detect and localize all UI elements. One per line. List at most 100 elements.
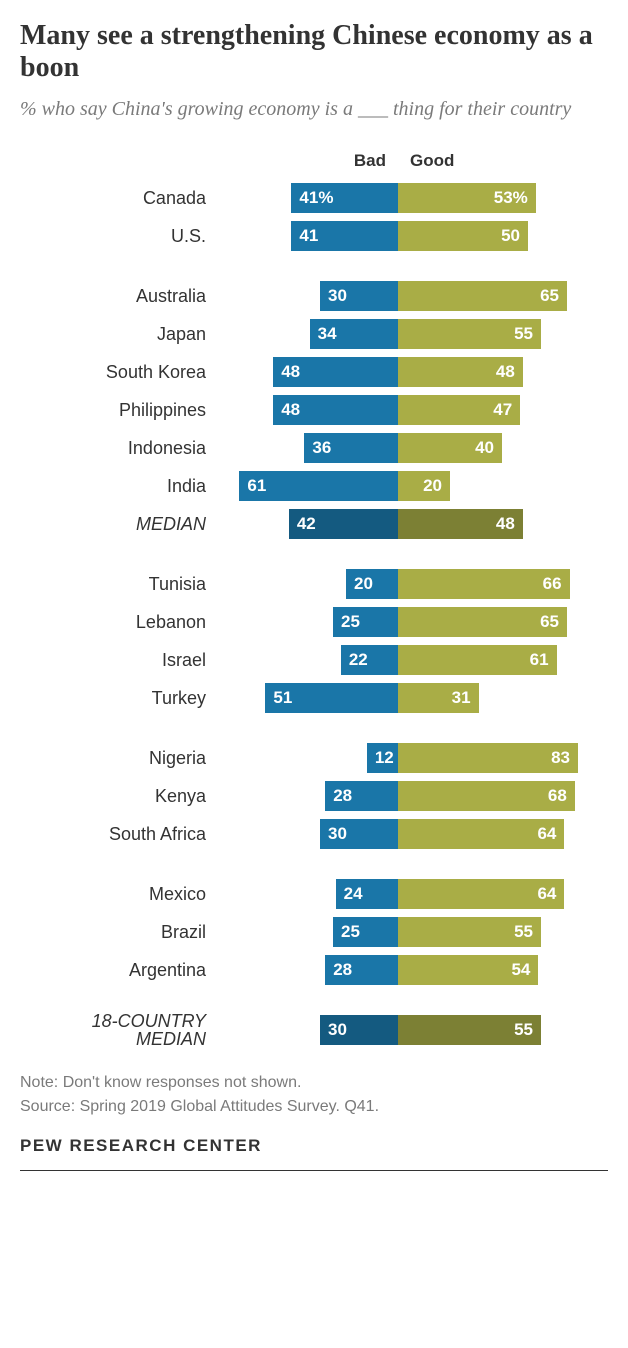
bar-bad: 25 xyxy=(333,607,398,637)
chart-notes: Note: Don't know responses not shown. So… xyxy=(20,1071,608,1117)
chart-row: Mexico2464 xyxy=(20,875,608,913)
bar-bad: 51 xyxy=(265,683,398,713)
bar-bad: 25 xyxy=(333,917,398,947)
bar-pair: 61 20 xyxy=(218,471,578,501)
header-good: Good xyxy=(398,151,578,171)
bar-pair: 3064 xyxy=(218,819,578,849)
bar-bad: 22 xyxy=(341,645,398,675)
bar-good-wrap: 65 xyxy=(398,607,578,637)
bar-bad-value: 24 xyxy=(344,884,363,904)
bar-good-wrap: 55 xyxy=(398,1015,578,1045)
bar-good-wrap: 47 xyxy=(398,395,578,425)
bar-bad: 48 xyxy=(273,357,398,387)
bar-good-value: 61 xyxy=(530,650,549,670)
bar-good: 64 xyxy=(398,879,564,909)
bar-bad-value: 22 xyxy=(349,650,368,670)
bar-pair: 51 31 xyxy=(218,683,578,713)
chart-subtitle: % who say China's growing economy is a _… xyxy=(20,96,608,123)
bar-good: 65 xyxy=(398,281,567,311)
bar-pair: 4848 xyxy=(218,357,578,387)
bar-bad-wrap: 12 xyxy=(218,743,398,773)
row-label: Tunisia xyxy=(20,575,218,593)
bar-pair: 2868 xyxy=(218,781,578,811)
row-label: Canada xyxy=(20,189,218,207)
bar-pair: 25 65 xyxy=(218,607,578,637)
bar-good-wrap: 55 xyxy=(398,917,578,947)
bar-bad-value: 30 xyxy=(328,824,347,844)
bar-good-wrap: 48 xyxy=(398,509,578,539)
chart-row: Argentina2854 xyxy=(20,951,608,989)
bar-bad-wrap: 28 xyxy=(218,781,398,811)
row-label: Philippines xyxy=(20,401,218,419)
bar-bad-value: 36 xyxy=(312,438,331,458)
bar-good-value: 55 xyxy=(514,324,533,344)
bar-pair: 4150 xyxy=(218,221,578,251)
chart-row: Indonesia3640 xyxy=(20,429,608,467)
bar-bad: 48 xyxy=(273,395,398,425)
row-label: Japan xyxy=(20,325,218,343)
chart-row: Lebanon2565 xyxy=(20,603,608,641)
bar-good: 20 xyxy=(398,471,450,501)
bar-good-wrap: 54 xyxy=(398,955,578,985)
row-label: Kenya xyxy=(20,787,218,805)
bar-bad: 41 xyxy=(291,221,398,251)
bar-pair: 2555 xyxy=(218,917,578,947)
bar-bad-wrap: 41 xyxy=(218,221,398,251)
bar-bad-value: 48 xyxy=(281,400,300,420)
chart-group: Nigeria12 83 Kenya2868 South Africa3064 xyxy=(20,739,608,853)
bar-good-value: 66 xyxy=(543,574,562,594)
row-label: Argentina xyxy=(20,961,218,979)
chart-row: Philippines 48 47 xyxy=(20,391,608,429)
bar-good: 61 xyxy=(398,645,557,675)
bar-pair: 24 64 xyxy=(218,879,578,909)
bar-bad: 30 xyxy=(320,1015,398,1045)
bar-bad-value: 30 xyxy=(328,286,347,306)
chart-row: Brazil2555 xyxy=(20,913,608,951)
row-label: Indonesia xyxy=(20,439,218,457)
bar-bad-value: 41% xyxy=(299,188,333,208)
bar-bad-wrap: 24 xyxy=(218,879,398,909)
bar-good: 83 xyxy=(398,743,578,773)
bar-pair: 3455 xyxy=(218,319,578,349)
bar-bad: 30 xyxy=(320,819,398,849)
bar-good-value: 64 xyxy=(537,884,556,904)
bar-good: 53% xyxy=(398,183,536,213)
chart-group: Australia3065Japan3455South Korea4848Phi… xyxy=(20,277,608,543)
bar-bad-wrap: 25 xyxy=(218,917,398,947)
bar-good: 47 xyxy=(398,395,520,425)
bar-good-value: 65 xyxy=(540,286,559,306)
bar-pair: 22 61 xyxy=(218,645,578,675)
bar-pair: 3640 xyxy=(218,433,578,463)
chart-group: 18-COUNTRY MEDIAN 30 55 xyxy=(20,1011,608,1049)
bar-good-wrap: 61 xyxy=(398,645,578,675)
bar-good-value: 31 xyxy=(452,688,471,708)
chart-row: South Africa3064 xyxy=(20,815,608,853)
bar-good: 48 xyxy=(398,509,523,539)
chart-row: U.S.4150 xyxy=(20,217,608,255)
chart-group: Canada 41% 53% U.S.4150 xyxy=(20,179,608,255)
bar-pair: 2854 xyxy=(218,955,578,985)
row-label: Nigeria xyxy=(20,749,218,767)
bar-good-value: 53% xyxy=(494,188,528,208)
bar-good-value: 65 xyxy=(540,612,559,632)
chart-row: 18-COUNTRY MEDIAN 30 55 xyxy=(20,1011,608,1049)
bar-bad-value: 25 xyxy=(341,612,360,632)
row-label: 18-COUNTRY MEDIAN xyxy=(20,1012,218,1048)
row-label: Turkey xyxy=(20,689,218,707)
bar-good-value: 83 xyxy=(551,748,570,768)
subtitle-suffix: thing for their country xyxy=(388,98,571,120)
chart-body: Canada41%53%U.S.4150Australia3065Japan34… xyxy=(20,179,608,1049)
bar-bad: 36 xyxy=(304,433,398,463)
bar-good-wrap: 55 xyxy=(398,319,578,349)
bar-bad-value: 61 xyxy=(247,476,266,496)
column-headers: Bad Good xyxy=(20,151,608,171)
subtitle-blank: ___ xyxy=(358,98,388,120)
bar-bad-wrap: 51 xyxy=(218,683,398,713)
bar-bad: 42 xyxy=(289,509,398,539)
bar-bad-wrap: 36 xyxy=(218,433,398,463)
chart-group: Mexico2464Brazil2555Argentina2854 xyxy=(20,875,608,989)
bar-bad-value: 48 xyxy=(281,362,300,382)
bar-bad-value: 30 xyxy=(328,1020,347,1040)
bar-bad-wrap: 48 xyxy=(218,395,398,425)
bar-good-value: 48 xyxy=(496,514,515,534)
